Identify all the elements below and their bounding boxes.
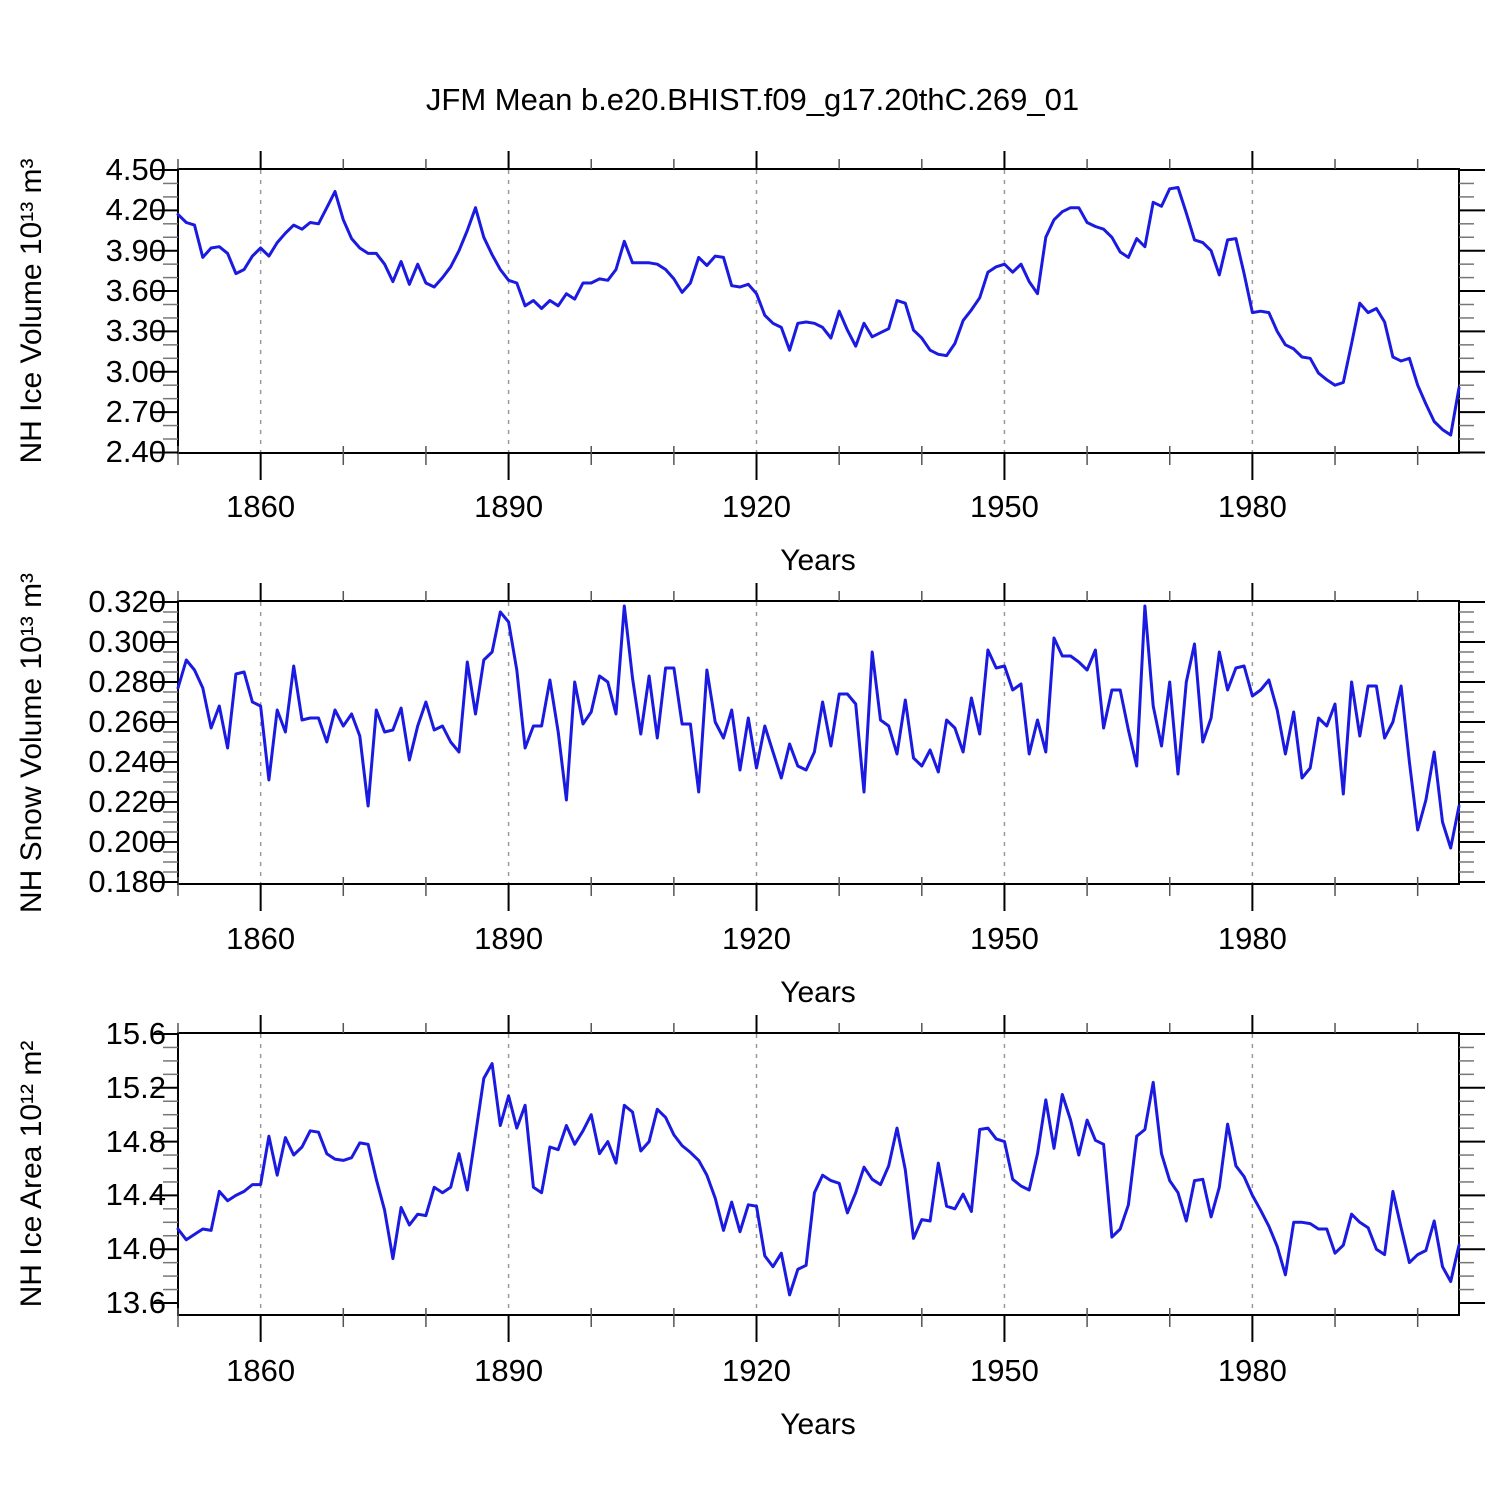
- x-tick-label: 1890: [474, 921, 544, 956]
- x-tick-label: 1980: [1217, 921, 1287, 956]
- y-tick-label: 15.2: [105, 1069, 166, 1105]
- y-tick-label: 3.90: [105, 232, 166, 268]
- x-tick-label: 1860: [226, 1353, 296, 1388]
- y-tick-label: 4.20: [105, 192, 166, 228]
- y-tick-label: 13.6: [105, 1285, 166, 1320]
- y-tick-label: 0.220: [88, 784, 166, 819]
- x-tick-label: 1920: [722, 921, 791, 956]
- y-tick-label: 14.4: [105, 1177, 166, 1213]
- y-tick-label: 0.280: [88, 664, 166, 699]
- nh-ice-volume-line: [176, 186, 1461, 437]
- chart-nh-snow-volume: [152, 583, 1485, 911]
- y-tick-label: 0.200: [88, 824, 166, 859]
- x-tick-label: 1860: [226, 489, 296, 524]
- nh-snow-volume-line: [176, 604, 1461, 850]
- plot-frame: [177, 600, 1460, 885]
- x-tick-label: 1890: [474, 489, 544, 524]
- y-tick-label: 14.0: [105, 1231, 166, 1267]
- y-tick-label: 4.50: [105, 152, 166, 187]
- plot-frame: [177, 1032, 1460, 1316]
- y-tick-label: 3.00: [105, 353, 166, 389]
- x-tick-label: 1980: [1217, 489, 1287, 524]
- figure-title: JFM Mean b.e20.BHIST.f09_g17.20thC.269_0…: [425, 82, 1080, 117]
- x-tick-label: 1860: [226, 921, 296, 956]
- y-tick-label: 2.40: [105, 434, 166, 470]
- y-tick-label: 0.260: [88, 704, 166, 739]
- y-tick-label: 14.8: [105, 1123, 166, 1159]
- plot-frame: [177, 168, 1460, 454]
- chart-nh-ice-area: [152, 1015, 1485, 1342]
- y-tick-label: 0.240: [88, 744, 166, 779]
- y-tick-label: 0.180: [88, 864, 166, 899]
- x-tick-label: 1890: [474, 1353, 544, 1388]
- x-tick-label: 1950: [969, 489, 1039, 524]
- x-tick-label: 1980: [1217, 1353, 1287, 1388]
- y-tick-label: 0.320: [88, 584, 166, 619]
- x-tick-label: 1920: [722, 489, 791, 524]
- x-axis-label-years-1: Years: [780, 544, 856, 577]
- y-tick-label: 15.6: [105, 1016, 166, 1051]
- x-axis-label-years-2: Years: [780, 976, 856, 1009]
- x-axis-label-years-3: Years: [780, 1408, 856, 1441]
- y-tick-label: 3.30: [105, 313, 166, 349]
- nh-ice-area-line: [176, 1062, 1461, 1297]
- x-tick-label: 1950: [969, 921, 1039, 956]
- y-tick-label: 0.300: [88, 624, 166, 659]
- y-tick-label: 3.60: [105, 273, 166, 309]
- chart-nh-ice-volume: [152, 151, 1485, 480]
- x-tick-label: 1950: [969, 1353, 1039, 1388]
- y-tick-label: 2.70: [105, 394, 166, 430]
- y-axis-label-ice-area: NH Ice Area 10¹² m²: [15, 1040, 48, 1308]
- x-tick-label: 1920: [722, 1353, 791, 1388]
